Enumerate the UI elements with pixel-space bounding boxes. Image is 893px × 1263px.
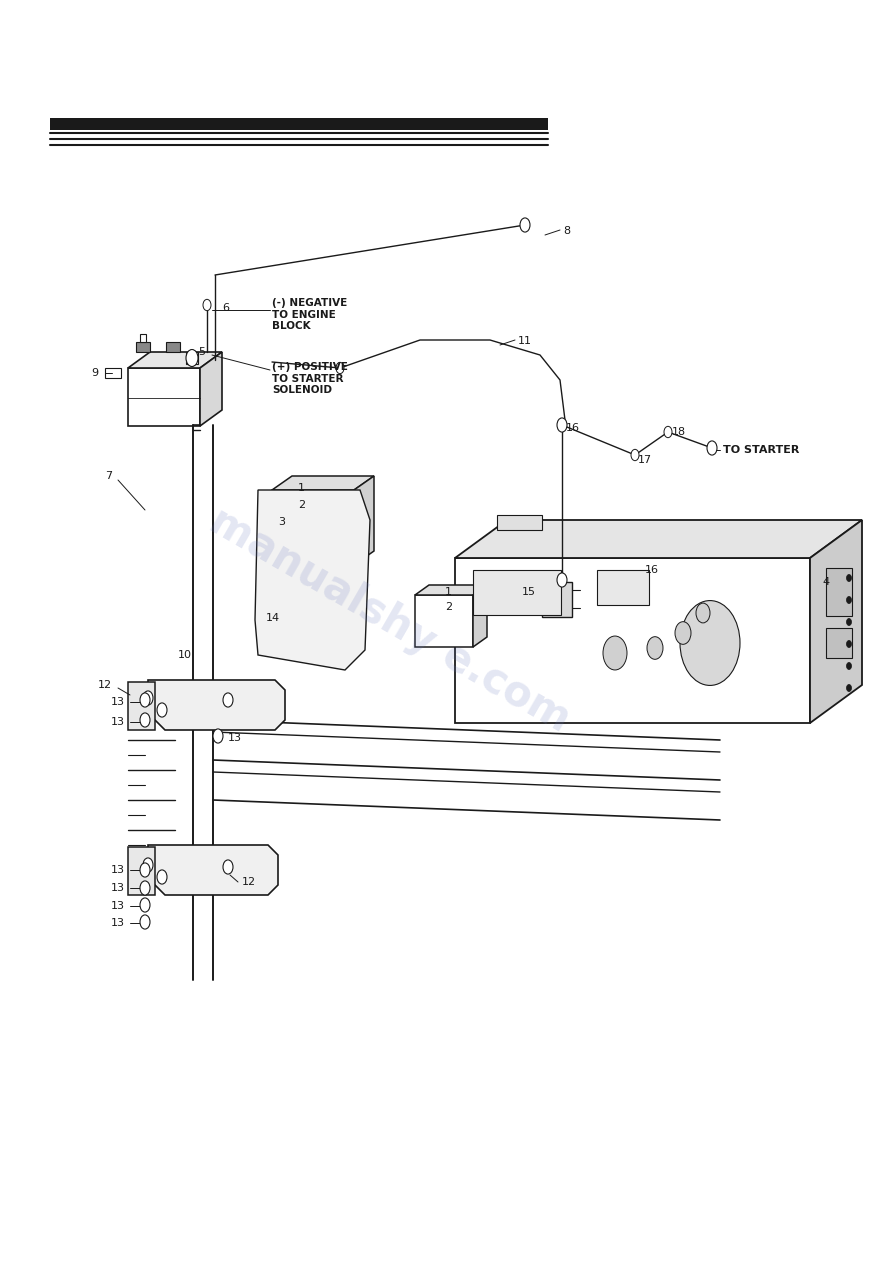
Text: 7: 7 <box>104 471 112 481</box>
Text: TO STARTER: TO STARTER <box>723 445 799 455</box>
Text: 13: 13 <box>111 865 125 875</box>
Circle shape <box>157 870 167 884</box>
Text: 18: 18 <box>672 427 686 437</box>
Text: 13: 13 <box>111 901 125 911</box>
Circle shape <box>847 596 852 604</box>
Text: 2: 2 <box>445 602 452 613</box>
Polygon shape <box>128 847 155 895</box>
Circle shape <box>557 573 567 587</box>
Bar <box>140 333 146 342</box>
Text: 3: 3 <box>278 517 285 527</box>
Polygon shape <box>200 352 222 426</box>
Circle shape <box>140 914 150 930</box>
Text: 12: 12 <box>98 679 112 690</box>
Polygon shape <box>148 679 285 730</box>
Text: 14: 14 <box>266 613 280 623</box>
Text: 13: 13 <box>111 883 125 893</box>
Circle shape <box>336 362 344 374</box>
Polygon shape <box>272 490 354 565</box>
Text: 13: 13 <box>111 697 125 707</box>
Text: 13: 13 <box>228 733 242 743</box>
Bar <box>826 568 852 616</box>
Polygon shape <box>810 520 862 722</box>
Text: 8: 8 <box>563 226 570 236</box>
Text: 11: 11 <box>518 336 532 346</box>
Circle shape <box>696 604 710 623</box>
Bar <box>597 570 649 605</box>
Circle shape <box>707 441 717 455</box>
Bar <box>50 117 548 130</box>
Text: 13: 13 <box>111 717 125 727</box>
Circle shape <box>847 619 852 625</box>
Text: 5: 5 <box>198 347 205 357</box>
Bar <box>105 368 121 378</box>
Circle shape <box>680 601 740 686</box>
Bar <box>136 342 150 352</box>
Circle shape <box>647 637 663 659</box>
Circle shape <box>631 450 639 461</box>
Polygon shape <box>128 352 222 368</box>
Polygon shape <box>497 515 542 530</box>
Polygon shape <box>455 558 810 722</box>
Bar <box>542 582 572 618</box>
Text: 1: 1 <box>298 482 305 493</box>
Text: 15: 15 <box>522 587 536 597</box>
Circle shape <box>675 621 691 644</box>
Circle shape <box>520 218 530 232</box>
Text: 16: 16 <box>645 565 659 575</box>
Text: (-) NEGATIVE
TO ENGINE
BLOCK: (-) NEGATIVE TO ENGINE BLOCK <box>272 298 347 331</box>
Text: 9: 9 <box>91 368 98 378</box>
Circle shape <box>847 575 852 581</box>
Polygon shape <box>255 490 370 669</box>
Bar <box>166 342 180 352</box>
Bar <box>473 570 561 615</box>
Circle shape <box>213 729 223 743</box>
Circle shape <box>186 350 198 366</box>
Circle shape <box>143 858 153 871</box>
Circle shape <box>557 418 567 432</box>
Circle shape <box>157 703 167 717</box>
Text: 13: 13 <box>111 918 125 928</box>
Polygon shape <box>455 520 862 558</box>
Text: manualshy e.com: manualshy e.com <box>202 499 578 740</box>
Text: 16: 16 <box>566 423 580 433</box>
Circle shape <box>143 691 153 705</box>
Text: 6: 6 <box>222 303 229 313</box>
Polygon shape <box>128 682 155 730</box>
Polygon shape <box>128 368 200 426</box>
Circle shape <box>140 863 150 877</box>
Polygon shape <box>415 595 473 647</box>
Text: (+) POSITIVE
TO STARTER
SOLENOID: (+) POSITIVE TO STARTER SOLENOID <box>272 362 348 395</box>
Polygon shape <box>148 845 278 895</box>
Polygon shape <box>272 476 374 490</box>
Text: 17: 17 <box>638 455 652 465</box>
Circle shape <box>140 712 150 727</box>
Text: 1: 1 <box>445 587 452 597</box>
Text: 12: 12 <box>242 877 256 887</box>
Circle shape <box>223 860 233 874</box>
Bar <box>186 352 198 364</box>
Circle shape <box>603 637 627 669</box>
Text: 4: 4 <box>822 577 829 587</box>
Circle shape <box>203 299 211 311</box>
Polygon shape <box>415 585 487 595</box>
Circle shape <box>847 640 852 648</box>
Circle shape <box>847 663 852 669</box>
Polygon shape <box>473 585 487 647</box>
Circle shape <box>140 898 150 912</box>
Circle shape <box>140 880 150 895</box>
Bar <box>826 628 852 658</box>
Circle shape <box>664 427 672 438</box>
Circle shape <box>847 685 852 692</box>
Circle shape <box>140 693 150 707</box>
Polygon shape <box>354 476 374 565</box>
Text: 10: 10 <box>178 650 192 661</box>
Text: 2: 2 <box>298 500 305 510</box>
Circle shape <box>223 693 233 707</box>
